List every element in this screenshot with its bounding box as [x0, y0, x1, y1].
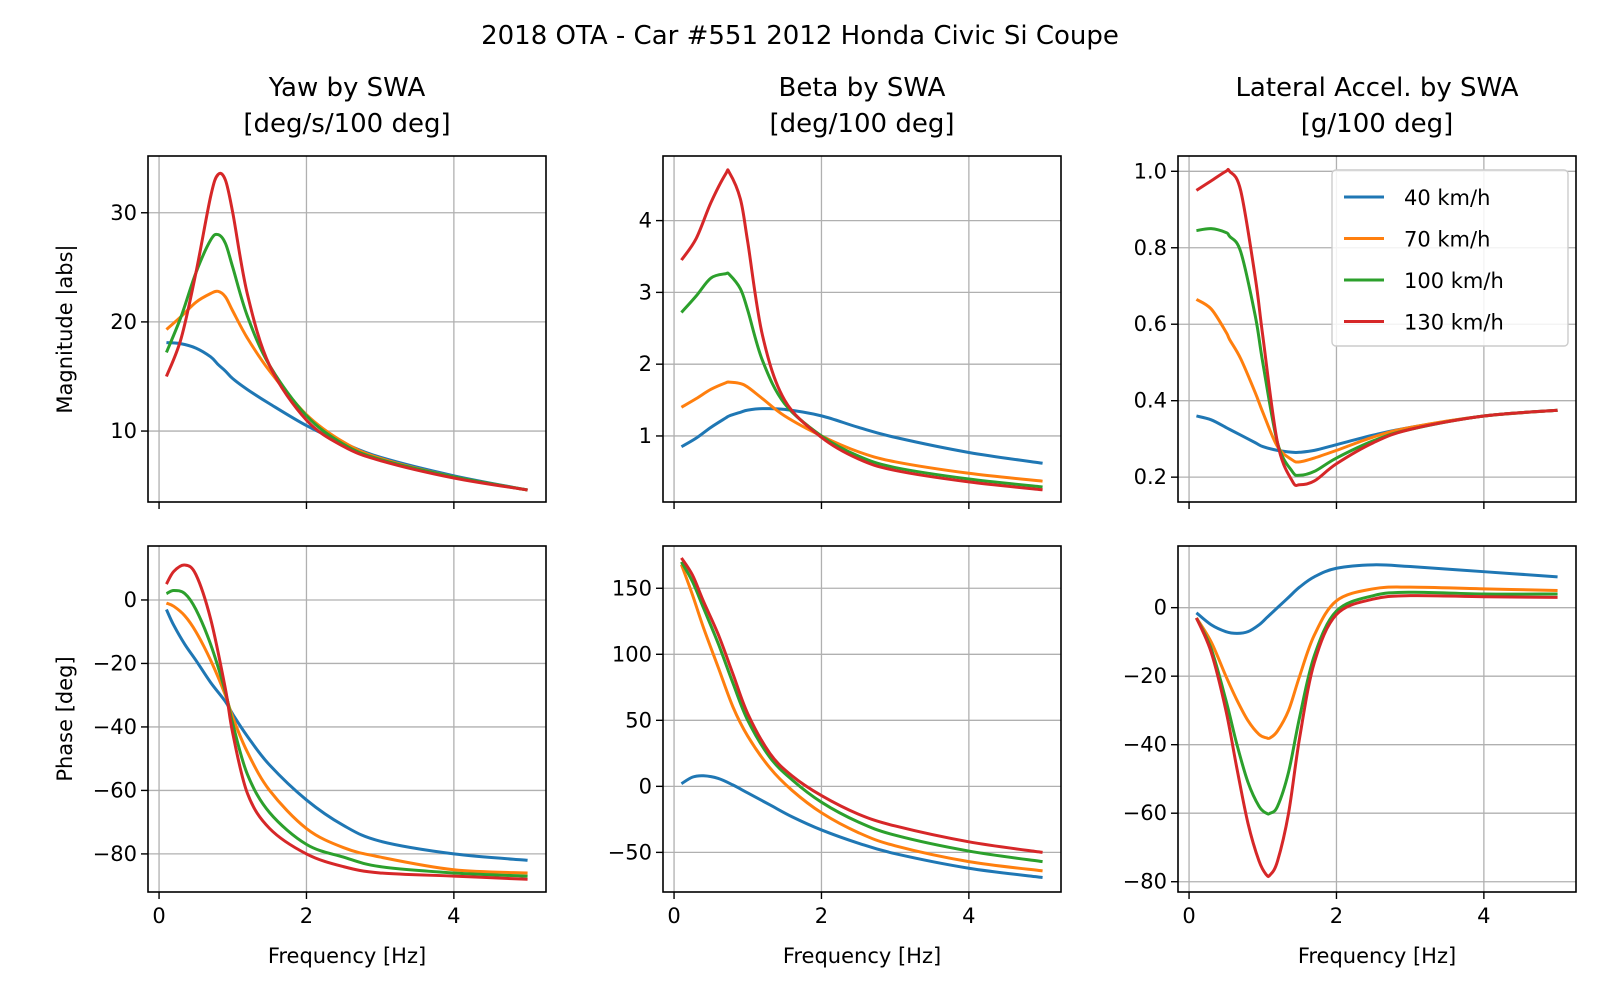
- series-line-130-km-h: [1195, 167, 1558, 488]
- figure-suptitle: 2018 OTA - Car #551 2012 Honda Civic Si …: [481, 21, 1119, 51]
- plot-area: [1178, 546, 1576, 892]
- series-line-130-km-h: [680, 557, 1043, 854]
- y-tick-label: 0: [1154, 596, 1167, 620]
- legend-item: 130 km/h: [1344, 311, 1504, 335]
- y-tick-label: 150: [612, 576, 652, 600]
- x-tick-label: 4: [1477, 904, 1490, 928]
- series-line-40-km-h: [165, 608, 528, 862]
- x-tick-label: 0: [1182, 904, 1195, 928]
- plot-area: [663, 156, 1061, 502]
- y-tick-label: 0.6: [1134, 312, 1167, 336]
- x-tick-label: 2: [300, 904, 313, 928]
- legend-item: 70 km/h: [1344, 228, 1490, 252]
- series-group: [680, 168, 1043, 492]
- legend-label: 130 km/h: [1404, 311, 1504, 335]
- panel-beta_phase: 0 2 4 −50 0 50 100 150 Frequency [Hz]: [608, 545, 1062, 968]
- y-tick-label: 3: [639, 280, 652, 304]
- y-tick-label: −40: [93, 715, 137, 739]
- series-line-70-km-h: [680, 563, 1043, 873]
- axes-frame: [147, 545, 547, 893]
- legend-label: 40 km/h: [1404, 186, 1490, 210]
- y-tick-label: 50: [625, 708, 652, 732]
- series-line-100-km-h: [680, 271, 1043, 489]
- y-tick-label: 0.4: [1134, 389, 1167, 413]
- legend-box: [1331, 169, 1569, 347]
- x-tick-label: 0: [667, 904, 680, 928]
- legend-label: 70 km/h: [1404, 228, 1490, 252]
- y-tick-label: 4: [639, 209, 652, 233]
- series-line-70-km-h: [680, 380, 1043, 483]
- series-line-40-km-h: [680, 774, 1043, 879]
- y-tick-label: −60: [1123, 801, 1167, 825]
- series-line-100-km-h: [1195, 590, 1558, 816]
- x-tick-label: 4: [447, 904, 460, 928]
- x-axis-label: Frequency [Hz]: [783, 944, 941, 968]
- x-axis-label: Frequency [Hz]: [1298, 944, 1456, 968]
- series-line-130-km-h: [165, 563, 528, 881]
- y-tick-label: 10: [110, 419, 137, 443]
- y-axis-label: Magnitude |abs|: [53, 244, 78, 413]
- panel-yaw_phase: 0 2 4 −80 −60 −40 −20 0 Frequency [Hz] Phase [deg…: [53, 545, 547, 968]
- panel-title: Yaw by SWA: [268, 73, 426, 103]
- panel-title: [deg/s/100 deg]: [243, 109, 450, 139]
- y-tick-label: 1.0: [1134, 159, 1167, 183]
- plot-area: [148, 546, 546, 892]
- series-line-70-km-h: [1195, 298, 1558, 464]
- panel-latacc_phase: 0 2 4 −80 −60 −40 −20 0 Frequency [Hz]: [1123, 545, 1577, 968]
- y-tick-label: 100: [612, 642, 652, 666]
- y-tick-label: −20: [93, 651, 137, 675]
- series-line-100-km-h: [680, 561, 1043, 864]
- y-tick-label: −80: [1123, 870, 1167, 894]
- series-group: [1195, 563, 1558, 879]
- y-tick-label: 20: [110, 310, 137, 334]
- y-tick-label: 30: [110, 201, 137, 225]
- y-tick-label: 1: [639, 424, 652, 448]
- panel-title: Lateral Accel. by SWA: [1235, 73, 1518, 103]
- series-group: [165, 171, 528, 492]
- panel-yaw_mag: 10 20 30 Yaw by SWA [deg/s/100 deg] Magnitude…: [53, 73, 547, 509]
- y-tick-label: −50: [608, 840, 652, 864]
- axes-frame: [147, 155, 547, 503]
- legend-label: 100 km/h: [1404, 269, 1504, 293]
- series-line-130-km-h: [165, 171, 528, 492]
- legend: 40 km/h 70 km/h 100 km/h 130 km/h: [1331, 169, 1569, 347]
- axes-frame: [1177, 155, 1577, 503]
- series-line-70-km-h: [1195, 585, 1558, 740]
- y-tick-label: −20: [1123, 664, 1167, 688]
- axes-frame: [662, 155, 1062, 503]
- y-tick-label: −60: [93, 778, 137, 802]
- panel-title: [g/100 deg]: [1301, 109, 1453, 139]
- legend-item: 40 km/h: [1344, 186, 1490, 210]
- x-tick-label: 4: [962, 904, 975, 928]
- series-line-100-km-h: [165, 588, 528, 878]
- x-tick-label: 0: [152, 904, 165, 928]
- series-group: [680, 557, 1043, 879]
- y-tick-label: 0.2: [1134, 465, 1167, 489]
- axes-frame: [1177, 545, 1577, 893]
- series-line-130-km-h: [680, 168, 1043, 492]
- y-tick-label: 0.8: [1134, 236, 1167, 260]
- x-axis-label: Frequency [Hz]: [268, 944, 426, 968]
- y-axis-label: Phase [deg]: [53, 656, 77, 781]
- series-line-40-km-h: [1195, 563, 1558, 635]
- plot-area: [663, 546, 1061, 892]
- series-line-130-km-h: [1195, 594, 1558, 879]
- x-tick-label: 2: [1330, 904, 1343, 928]
- y-tick-label: −80: [93, 842, 137, 866]
- series-line-40-km-h: [680, 407, 1043, 465]
- x-tick-label: 2: [815, 904, 828, 928]
- y-tick-label: 2: [639, 352, 652, 376]
- series-line-70-km-h: [165, 601, 528, 875]
- legend-item: 100 km/h: [1344, 269, 1504, 293]
- panel-title: [deg/100 deg]: [770, 109, 955, 139]
- y-tick-label: 0: [639, 774, 652, 798]
- series-group: [1195, 167, 1558, 488]
- y-tick-label: −40: [1123, 733, 1167, 757]
- panel-beta_mag: 1 2 3 4 Beta by SWA [deg/100 deg]: [639, 73, 1062, 509]
- y-tick-label: 0: [124, 588, 137, 612]
- panel-title: Beta by SWA: [779, 73, 946, 103]
- series-group: [165, 563, 528, 881]
- axes-frame: [662, 545, 1062, 893]
